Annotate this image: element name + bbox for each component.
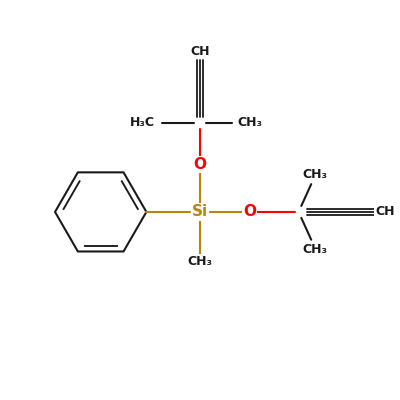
Text: CH₃: CH₃ (303, 243, 328, 256)
Text: O: O (243, 204, 256, 220)
Text: CH₃: CH₃ (237, 116, 262, 129)
Text: CH₃: CH₃ (188, 255, 212, 268)
Text: CH₃: CH₃ (303, 168, 328, 181)
Text: Si: Si (192, 204, 208, 220)
Text: O: O (194, 157, 206, 172)
Text: CH: CH (375, 206, 394, 218)
Text: H₃C: H₃C (130, 116, 155, 129)
Text: CH: CH (190, 44, 210, 58)
